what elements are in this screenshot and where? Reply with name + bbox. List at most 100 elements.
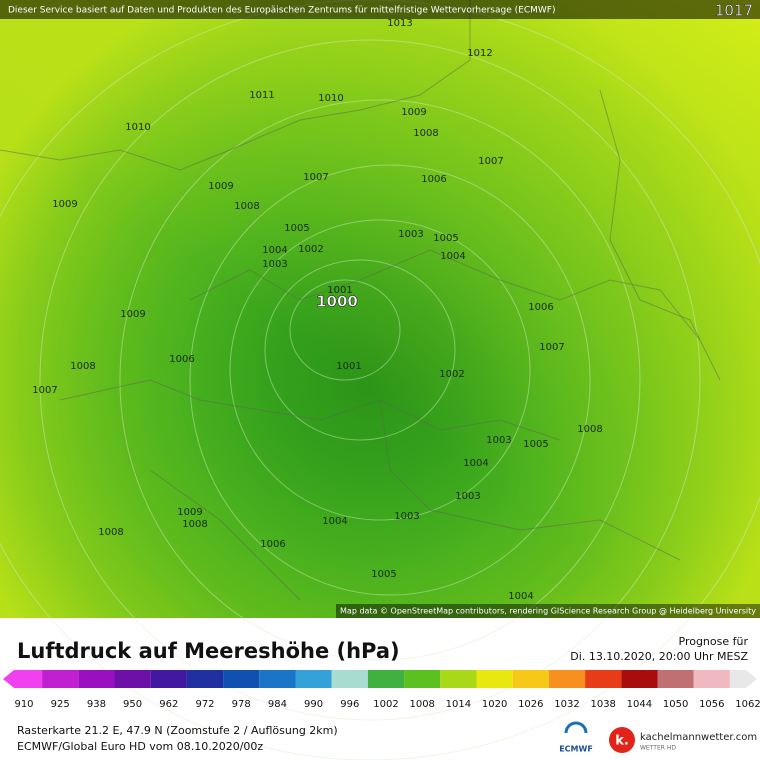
isobar-label: 1003 <box>398 229 423 240</box>
site-sub: WETTER HD <box>640 745 676 752</box>
isobar-label: 1006 <box>421 174 446 185</box>
isobar-label: 1006 <box>169 354 194 365</box>
isobar-label: 1006 <box>260 539 285 550</box>
isobar-label: 1009 <box>52 199 77 210</box>
isobar-label: 1009 <box>401 107 426 118</box>
legend-title: Luftdruck auf Meereshöhe (hPa) <box>17 639 400 663</box>
isobar-label: 1004 <box>262 245 287 256</box>
isobar-label: 1001 <box>336 361 361 372</box>
scale-cell <box>729 670 746 688</box>
scale-cell <box>259 670 296 688</box>
isobar-label: 1008 <box>182 519 207 530</box>
scale-label: 984 <box>268 699 287 710</box>
notice: Dieser Service basiert auf Daten und Pro… <box>8 6 555 16</box>
scale-label: 925 <box>51 699 70 710</box>
notice-bar <box>0 0 760 19</box>
scale-cell <box>476 670 513 688</box>
site-name: kachelmannwetter.com <box>640 732 757 743</box>
isobar-label: 1009 <box>208 181 233 192</box>
isobar-label: 1008 <box>98 527 123 538</box>
scale-label: 972 <box>195 699 214 710</box>
scale-label: 1026 <box>518 699 543 710</box>
scale-label: 1032 <box>554 699 579 710</box>
isobar-label: 1007 <box>478 156 503 167</box>
isobar-label: 1004 <box>508 591 533 602</box>
isobar-label: 1007 <box>32 385 57 396</box>
scale-label: 1038 <box>590 699 615 710</box>
scale-label: 1020 <box>482 699 507 710</box>
scale-cell <box>150 670 187 688</box>
isobar-label: 1009 <box>120 309 145 320</box>
isobar-label: 1009 <box>177 507 202 518</box>
isobar-label: 1003 <box>262 259 287 270</box>
isobar-label: 1013 <box>387 18 412 29</box>
info-line: ECMWF/Global Euro HD vom 08.10.2020/00z <box>17 740 263 753</box>
isobar-label: 1002 <box>298 244 323 255</box>
corner-value: 1017 <box>715 2 753 20</box>
scale-label: 910 <box>14 699 33 710</box>
scale-cell <box>440 670 477 688</box>
forecast-label: Prognose für <box>679 635 749 648</box>
scale-label: 1062 <box>735 699 760 710</box>
isobar-label: 1005 <box>523 439 548 450</box>
isobar-label: 1004 <box>440 251 465 262</box>
isobar-label: 1006 <box>528 302 553 313</box>
scale-label: 962 <box>159 699 178 710</box>
isobar-label: 1000 <box>316 293 358 311</box>
ecmwf-arc <box>564 721 588 734</box>
isobar-label: 1008 <box>577 424 602 435</box>
scale-cell <box>585 670 622 688</box>
isobar-label: 1004 <box>463 458 488 469</box>
legend: Luftdruck auf Meereshöhe (hPa) Prognose … <box>3 635 760 753</box>
scale-cell <box>223 670 260 688</box>
isobar-label: 1008 <box>234 201 259 212</box>
site-icon-bg <box>609 727 635 753</box>
scale-label: 938 <box>87 699 106 710</box>
scale-cell <box>295 670 332 688</box>
scale-cell <box>186 670 224 688</box>
scale-cell <box>548 670 586 688</box>
scale-cell <box>657 670 694 688</box>
scale-cell <box>42 670 79 688</box>
isobar-labels: 1013 1012 1011 1010 1009 1010 1008 1007 1007 1006… <box>32 18 602 602</box>
scale-label: 1014 <box>446 699 471 710</box>
scale-cell <box>512 670 549 688</box>
logos: ECMWF k. kachelmannwetter.com WETTER HD <box>559 721 757 754</box>
site-icon: k. <box>615 734 629 749</box>
isobar-label: 1002 <box>439 369 464 380</box>
scale-arrow-left <box>3 670 14 688</box>
scale-label: 990 <box>304 699 323 710</box>
info-line: Rasterkarte 21.2 E, 47.9 N (Zoomstufe 2 … <box>17 724 338 737</box>
scale-label: 978 <box>232 699 251 710</box>
scale-cell <box>331 670 368 688</box>
color-scale: 910 925 938 950 962 972 978 984 990 996 1002 1008 10… <box>3 670 760 710</box>
isobar-label: 1007 <box>303 172 328 183</box>
scale-label: 950 <box>123 699 142 710</box>
scale-label: 1008 <box>409 699 434 710</box>
scale-cell <box>14 670 43 688</box>
borders <box>0 0 721 601</box>
attribution: Map data © OpenStreetMap contributors, r… <box>340 607 756 616</box>
isobar-label: 1008 <box>413 128 438 139</box>
scale-label: 1044 <box>627 699 652 710</box>
isobar-label: 1010 <box>125 122 150 133</box>
isobar-label: 1003 <box>486 435 511 446</box>
isobar-label: 1008 <box>70 361 95 372</box>
attribution-bar <box>336 604 760 618</box>
map-tint <box>0 0 760 618</box>
isobar-label: 1005 <box>284 223 309 234</box>
scale-cell <box>621 670 658 688</box>
isobar-label: 1011 <box>249 90 274 101</box>
isobar-label: 1007 <box>539 342 564 353</box>
scale-cell <box>78 670 115 688</box>
isobar-label: 1003 <box>394 511 419 522</box>
scale-cell <box>404 670 441 688</box>
scale-arrow-right <box>746 670 757 688</box>
scale-label: 1002 <box>373 699 398 710</box>
scale-label: 996 <box>340 699 359 710</box>
ecmwf-logo: ECMWF <box>559 745 593 754</box>
scale-label: 1050 <box>663 699 688 710</box>
isobar-label: 1010 <box>318 93 343 104</box>
